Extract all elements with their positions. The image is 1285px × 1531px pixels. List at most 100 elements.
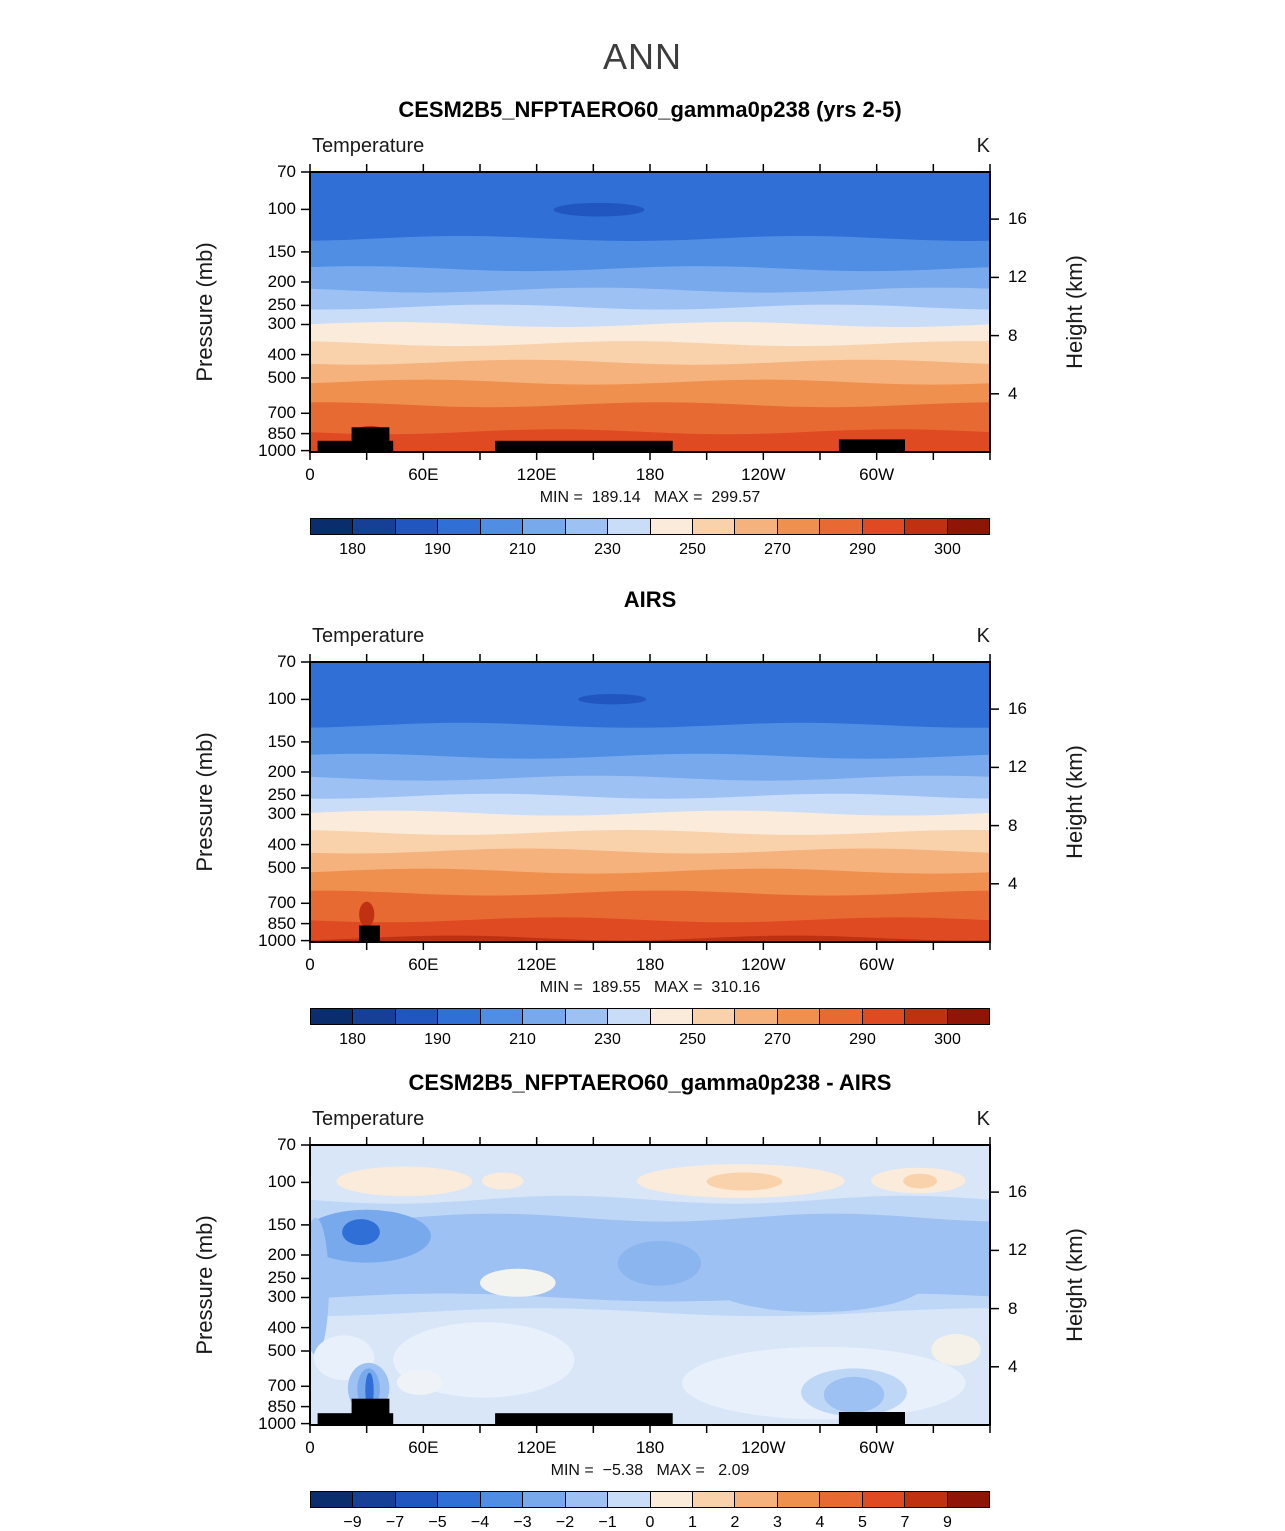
height-tick-label: 4 (1008, 383, 1018, 403)
panel-model: CESM2B5_NFPTAERO60_gamma0p238 (yrs 2-5) … (0, 95, 1285, 570)
height-tick-labels: 16 12 8 4 (1008, 172, 1068, 452)
pressure-tick-label: 500 (267, 858, 296, 878)
pressure-tick-label: 150 (267, 241, 296, 261)
colorbar-tick-label: 7 (900, 1514, 910, 1531)
colorbar-segment (820, 1492, 863, 1507)
colorbar-segment (565, 1009, 609, 1024)
pressure-tick-labels: 70 100 150 200 250 300 400 500 700 850 1000 (196, 652, 296, 950)
colorbar-segment (353, 1009, 396, 1024)
colorbar-tick-label: 190 (424, 1031, 451, 1048)
colorbar-segment (905, 1492, 948, 1507)
variable-label: Temperature (312, 1108, 425, 1130)
plot-border (309, 171, 991, 453)
colorbar-segment (353, 519, 396, 534)
panel-title: AIRS (623, 587, 677, 612)
longitude-tick-label: 180 (635, 955, 665, 974)
colorbar-segment (395, 1009, 439, 1024)
height-tick-label: 8 (1008, 815, 1018, 835)
colorbar-segment (692, 519, 736, 534)
pressure-tick-label: 500 (267, 1341, 296, 1361)
tick-marks (301, 1137, 999, 1433)
panel-title: CESM2B5_NFPTAERO60_gamma0p238 - AIRS (408, 1070, 892, 1095)
colorbar-tick-label: 300 (934, 1031, 961, 1048)
pressure-tick-label: 1000 (258, 1413, 296, 1433)
colorbar-segment (777, 519, 821, 534)
tick-marks (301, 164, 999, 460)
colorbar-tick-label: −2 (555, 1514, 575, 1531)
colorbar-segment (862, 519, 906, 534)
colorbar-tick-label: −7 (385, 1514, 405, 1531)
colorbar-segment (438, 1492, 481, 1507)
colorbar-segment (650, 1009, 693, 1024)
colorbar-segment (650, 1492, 693, 1507)
colorbar-segment (480, 1009, 524, 1024)
panel-difference: CESM2B5_NFPTAERO60_gamma0p238 - AIRS Tem… (0, 1068, 1285, 1531)
variable-label: Temperature (312, 625, 425, 647)
colorbar-tick-label: −3 (513, 1514, 532, 1531)
colorbar-segment (311, 1009, 354, 1024)
colorbar-segment (311, 1492, 354, 1507)
figure-title: ANN (602, 36, 682, 77)
longitude-tick-label: 120W (741, 955, 786, 974)
colorbar-tick-label: 230 (594, 1031, 621, 1048)
height-tick-label: 12 (1008, 267, 1027, 287)
pressure-tick-label: 850 (267, 913, 296, 933)
colorbar-tick-label: 300 (934, 541, 961, 558)
height-tick-labels: 16 12 8 4 (1008, 1145, 1068, 1425)
pressure-tick-label: 150 (267, 1214, 296, 1234)
colorbar-segment (395, 519, 439, 534)
pressure-tick-label: 250 (267, 295, 296, 315)
colorbar-segment (820, 1009, 863, 1024)
longitude-tick-labels: 0 60E 120E 180 120W 60W (305, 465, 990, 487)
colorbar (310, 1491, 990, 1508)
height-tick-labels: 16 12 8 4 (1008, 662, 1068, 942)
units-label: K (976, 135, 990, 157)
minmax-stats: MIN = −5.38 MAX = 2.09 (550, 1462, 750, 1479)
colorbar-segment (565, 519, 609, 534)
contour-fill (310, 1145, 990, 1425)
contour-fill (310, 662, 990, 942)
pressure-tick-label: 400 (267, 834, 296, 854)
colorbar-tick-label: 210 (509, 1031, 536, 1048)
contour-fill (310, 172, 990, 452)
pressure-tick-label: 850 (267, 1396, 296, 1416)
pressure-tick-label: 400 (267, 344, 296, 364)
colorbar-segment (438, 1009, 481, 1024)
colorbar-segment (480, 1492, 524, 1507)
longitude-tick-label: 0 (305, 465, 315, 484)
pressure-tick-label: 700 (267, 893, 296, 913)
colorbar-tick-label: 4 (815, 1514, 825, 1531)
colorbar-segment (608, 1492, 651, 1507)
pressure-tick-label: 300 (267, 1287, 296, 1307)
colorbar-labels: −9 −7 −5 −4 −3 −2 −1 0 1 2 3 4 5 7 9 (310, 1514, 990, 1531)
longitude-tick-labels: 0 60E 120E 180 120W 60W (305, 955, 990, 977)
colorbar-segment (523, 519, 566, 534)
colorbar-segment (777, 1009, 821, 1024)
plot-border (309, 661, 991, 943)
minmax-stats: MIN = 189.14 MAX = 299.57 (539, 489, 761, 506)
colorbar-labels: 180 190 210 230 250 270 290 300 (310, 541, 990, 561)
colorbar-segment (353, 1492, 396, 1507)
pressure-tick-label: 1000 (258, 440, 296, 460)
height-tick-label: 12 (1008, 1240, 1027, 1260)
colorbar-tick-label: 250 (679, 541, 706, 558)
colorbar-tick-label: 210 (509, 541, 536, 558)
pressure-tick-label: 70 (277, 652, 296, 671)
plot-border (309, 1144, 991, 1426)
colorbar-segment (608, 1009, 651, 1024)
longitude-tick-labels: 0 60E 120E 180 120W 60W (305, 1438, 990, 1460)
pressure-tick-label: 300 (267, 804, 296, 824)
colorbar-tick-label: −5 (428, 1514, 447, 1531)
colorbar-tick-label: 180 (339, 1031, 366, 1048)
height-tick-label: 16 (1008, 1182, 1027, 1202)
longitude-tick-label: 120E (516, 1438, 557, 1457)
colorbar-segment (862, 1009, 906, 1024)
variable-label: Temperature (312, 135, 425, 157)
colorbar-segment (480, 519, 524, 534)
height-tick-label: 16 (1008, 209, 1027, 229)
longitude-tick-label: 60W (859, 1438, 895, 1457)
colorbar-segment (947, 1009, 989, 1024)
longitude-tick-label: 0 (305, 955, 315, 974)
longitude-tick-label: 120W (741, 1438, 786, 1457)
pressure-tick-labels: 70 100 150 200 250 300 400 500 700 850 1000 (196, 1135, 296, 1433)
